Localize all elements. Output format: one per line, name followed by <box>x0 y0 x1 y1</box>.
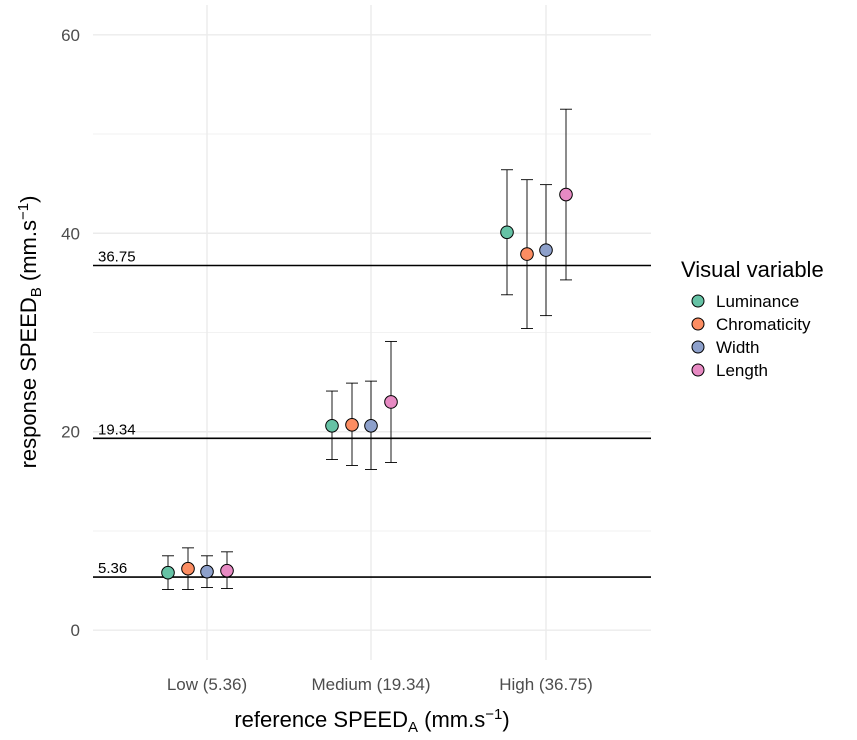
legend-key <box>691 340 705 354</box>
data-point <box>539 243 553 257</box>
grid-lines <box>93 5 651 660</box>
axes: 0 20 40 60 Low (5.36) Medium (19.34) High (36.… <box>15 26 593 736</box>
y-tick-label: 20 <box>61 423 80 442</box>
legend-label: Chromaticity <box>716 315 811 334</box>
data-point <box>200 564 214 579</box>
data-point <box>559 187 573 202</box>
reference-lines: 5.36 19.34 36.75 <box>93 249 651 578</box>
x-tick-label: Low (5.36) <box>167 675 247 694</box>
data-point <box>500 225 514 240</box>
data-point <box>520 247 534 261</box>
data-point <box>345 417 359 432</box>
y-axis-title: response SPEEDB (mm.s−1) <box>15 196 45 469</box>
legend-key <box>691 363 705 377</box>
x-tick-label: High (36.75) <box>499 675 593 694</box>
data-points <box>161 187 573 580</box>
error-bars <box>162 108 572 590</box>
data-point <box>161 565 175 580</box>
legend: Visual variable Luminance Chromaticity Widt… <box>681 257 824 380</box>
legend-key <box>691 294 705 308</box>
legend-title: Visual variable <box>681 257 824 282</box>
y-tick-label: 60 <box>61 26 80 45</box>
legend-label: Luminance <box>716 292 799 311</box>
data-point <box>181 561 195 576</box>
x-tick-label: Medium (19.34) <box>311 675 430 694</box>
data-point <box>364 418 378 433</box>
reference-line-label: 5.36 <box>98 560 127 577</box>
data-point <box>384 395 398 409</box>
legend-key <box>691 317 705 331</box>
data-point <box>220 563 234 578</box>
reference-line-label: 36.75 <box>98 249 136 266</box>
y-tick-label: 40 <box>61 224 80 243</box>
legend-label: Length <box>716 361 768 380</box>
data-point <box>325 418 339 433</box>
x-axis-title: reference SPEEDA (mm.s−1) <box>234 706 509 736</box>
y-tick-label: 0 <box>71 621 80 640</box>
reference-line-label: 19.34 <box>98 421 136 438</box>
legend-label: Width <box>716 338 759 357</box>
